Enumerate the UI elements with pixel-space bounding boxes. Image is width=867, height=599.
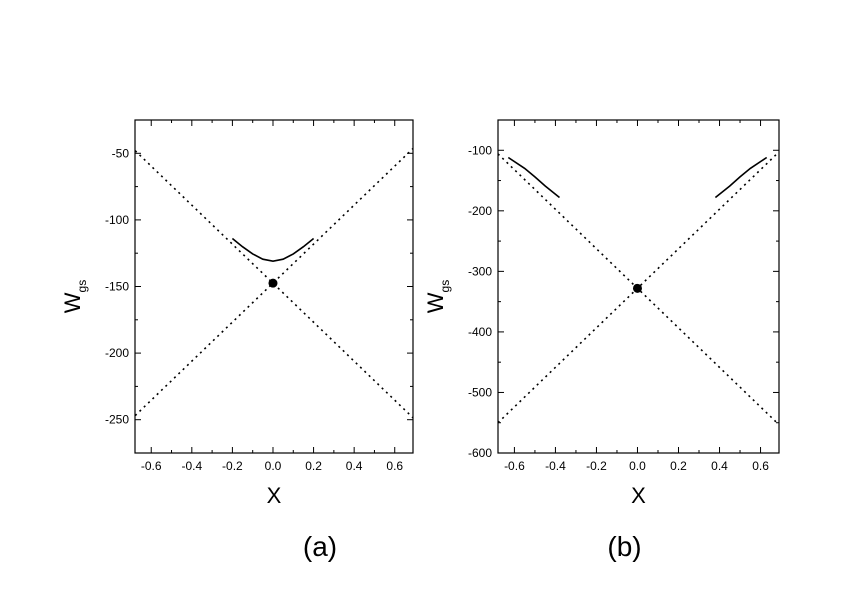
plot-frame (134, 119, 414, 454)
y-axis-label-sub: gs (75, 280, 89, 293)
y-tick-label: -600 (468, 446, 492, 460)
y-tick-label: -300 (468, 264, 492, 278)
panel: -0.6 -0.4 -0.2 0.0 0.2 0.4 0.6 -250 -200 -150 -100… (60, 119, 414, 562)
x-axis-label: X (267, 483, 282, 508)
y-tick-label: -200 (105, 346, 129, 360)
x-axis-label: X (631, 483, 646, 508)
y-axis-label-main: W (60, 292, 85, 313)
curve (231, 237, 315, 263)
x-tick-label: -0.6 (141, 459, 162, 473)
y-tick-label: -500 (468, 385, 492, 399)
x-tick-label: -0.4 (545, 459, 566, 473)
x-tick-label: -0.2 (586, 459, 607, 473)
y-axis-label-main: W (423, 292, 448, 313)
y-axis-label-sub: gs (438, 280, 452, 293)
x-tick-label: 0.6 (752, 459, 769, 473)
y-tick-label: -100 (105, 213, 129, 227)
panel-label: (a) (303, 531, 337, 562)
plot-frame (497, 119, 780, 454)
point (268, 278, 278, 288)
x-tick-label: 0.6 (386, 459, 403, 473)
y-tick-label: -50 (112, 146, 130, 160)
panel-label: (b) (607, 531, 641, 562)
point (632, 283, 642, 293)
y-tick-label: -150 (105, 280, 129, 294)
x-tick-label: -0.2 (222, 459, 243, 473)
x-tick-label: -0.4 (181, 459, 202, 473)
x-tick-label: 0.4 (711, 459, 728, 473)
panel: -0.6 -0.4 -0.2 0.0 0.2 0.4 0.6 -600 -500 -400 -300… (423, 119, 780, 562)
x-tick-label: -0.6 (504, 459, 525, 473)
y-axis-label: Wgs (60, 280, 89, 313)
curve (507, 156, 561, 199)
y-axis-label: Wgs (423, 280, 452, 313)
x-tick-label: 0.0 (629, 459, 646, 473)
x-tick-label: 0.2 (670, 459, 687, 473)
y-tick-label: -100 (468, 143, 492, 157)
x-tick-label: 0.4 (346, 459, 363, 473)
y-tick-label: -200 (468, 204, 492, 218)
x-tick-label: 0.0 (265, 459, 282, 473)
curve (714, 156, 768, 199)
y-tick-label: -250 (105, 413, 129, 427)
x-tick-label: 0.2 (305, 459, 322, 473)
y-tick-label: -400 (468, 325, 492, 339)
